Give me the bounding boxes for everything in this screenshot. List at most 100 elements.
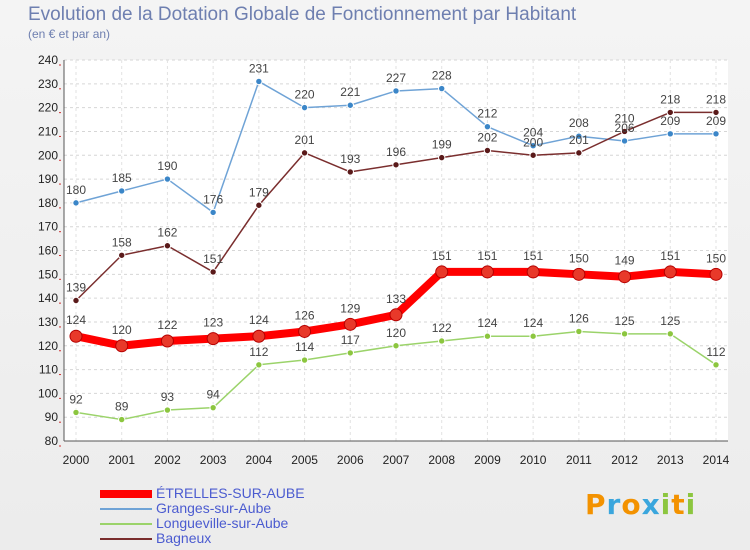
x-tick-label: 2007: [383, 453, 410, 467]
data-label: 179: [249, 185, 269, 199]
data-label: 199: [432, 138, 452, 152]
data-point: [346, 101, 354, 109]
data-label: 220: [295, 88, 315, 102]
data-label: 149: [615, 254, 635, 268]
legend-entry: Longueville-sur-Aube: [100, 516, 305, 531]
legend-label: Longueville-sur-Aube: [156, 515, 289, 531]
y-tick-label: 170: [38, 220, 58, 234]
legend-swatch: [100, 489, 152, 498]
data-point: [529, 142, 537, 150]
data-point: [163, 242, 172, 250]
data-label: 158: [112, 235, 132, 249]
data-point: [255, 201, 263, 209]
data-point: [620, 127, 629, 136]
data-point: [206, 332, 220, 346]
data-label: 204: [523, 126, 543, 140]
data-label: 151: [432, 249, 452, 263]
data-point: [392, 342, 400, 350]
data-point: [72, 296, 80, 305]
chart-legend: ÉTRELLES-SUR-AUBE Granges-sur-Aube Longuev…: [100, 486, 305, 546]
proxiti-logo: Proxiti: [585, 488, 696, 521]
x-tick-label: 2012: [611, 453, 638, 467]
data-point: [118, 187, 126, 195]
data-label: 202: [477, 130, 497, 144]
data-point: [209, 403, 217, 412]
legend-label: Bagneux: [156, 530, 212, 546]
data-label: 93: [161, 390, 175, 404]
data-label: 212: [477, 107, 497, 121]
logo-letter: i: [685, 488, 697, 521]
data-label: 151: [203, 252, 223, 266]
chart-subtitle: (en € et par an): [28, 27, 111, 41]
x-tick-label: 2014: [703, 453, 730, 467]
x-tick-label: 2008: [428, 453, 455, 467]
data-point: [480, 265, 494, 279]
data-point: [163, 406, 172, 414]
data-label: 120: [112, 323, 132, 337]
data-point: [118, 251, 126, 259]
data-point: [712, 130, 720, 138]
data-point: [575, 149, 583, 157]
data-label: 125: [660, 314, 680, 328]
data-label: 150: [569, 251, 589, 265]
data-point: [666, 130, 674, 138]
data-point: [209, 268, 217, 276]
legend-entry: Bagneux: [100, 531, 305, 546]
logo-letter: o: [621, 488, 642, 521]
data-label: 125: [615, 314, 635, 328]
data-label: 227: [386, 71, 406, 85]
data-point: [438, 84, 446, 93]
data-point: [346, 168, 354, 176]
data-label: 124: [66, 313, 86, 327]
data-label: 228: [432, 69, 452, 83]
data-label: 112: [706, 345, 725, 359]
data-label: 200: [523, 135, 543, 149]
data-label: 124: [523, 316, 543, 330]
data-label: 126: [295, 308, 315, 322]
data-label: 176: [203, 192, 223, 206]
logo-letter: t: [671, 488, 686, 521]
data-point: [663, 265, 677, 279]
data-label: 126: [569, 311, 589, 325]
x-tick-label: 2010: [520, 453, 547, 467]
data-label: 196: [386, 145, 406, 159]
data-point: [666, 108, 674, 117]
y-tick-label: 210: [38, 124, 58, 138]
data-point: [483, 122, 492, 131]
data-label: 193: [340, 152, 360, 166]
data-label: 112: [249, 345, 268, 359]
x-tick-label: 2004: [246, 453, 273, 467]
data-point: [438, 337, 446, 345]
data-label: 180: [66, 183, 86, 197]
x-tick-label: 2000: [63, 453, 90, 467]
data-point: [115, 339, 129, 353]
legend-swatch: [100, 522, 152, 525]
data-point: [666, 330, 674, 338]
data-point: [709, 267, 723, 281]
y-tick-label: 180: [38, 196, 58, 210]
data-label: 190: [157, 159, 177, 173]
y-tick-label: 120: [38, 339, 58, 353]
data-point: [483, 332, 492, 340]
y-tick-label: 130: [38, 315, 58, 329]
x-tick-label: 2005: [291, 453, 318, 467]
legend-entry: ÉTRELLES-SUR-AUBE: [100, 486, 305, 501]
data-label: 122: [432, 321, 452, 335]
data-point: [255, 361, 263, 369]
data-label: 218: [706, 92, 726, 106]
data-point: [72, 408, 80, 417]
data-label: 94: [206, 388, 220, 402]
y-tick-label: 200: [38, 148, 58, 162]
data-point: [160, 334, 174, 348]
data-label: 231: [249, 61, 269, 75]
data-label: 151: [523, 249, 543, 263]
data-label: 209: [706, 114, 726, 128]
x-tick-label: 2011: [566, 453, 592, 467]
data-point: [529, 332, 537, 340]
x-tick-label: 2009: [474, 453, 501, 467]
data-label: 221: [340, 85, 360, 99]
logo-letter: x: [641, 488, 661, 521]
data-point: [435, 265, 449, 279]
data-label: 114: [295, 340, 314, 354]
